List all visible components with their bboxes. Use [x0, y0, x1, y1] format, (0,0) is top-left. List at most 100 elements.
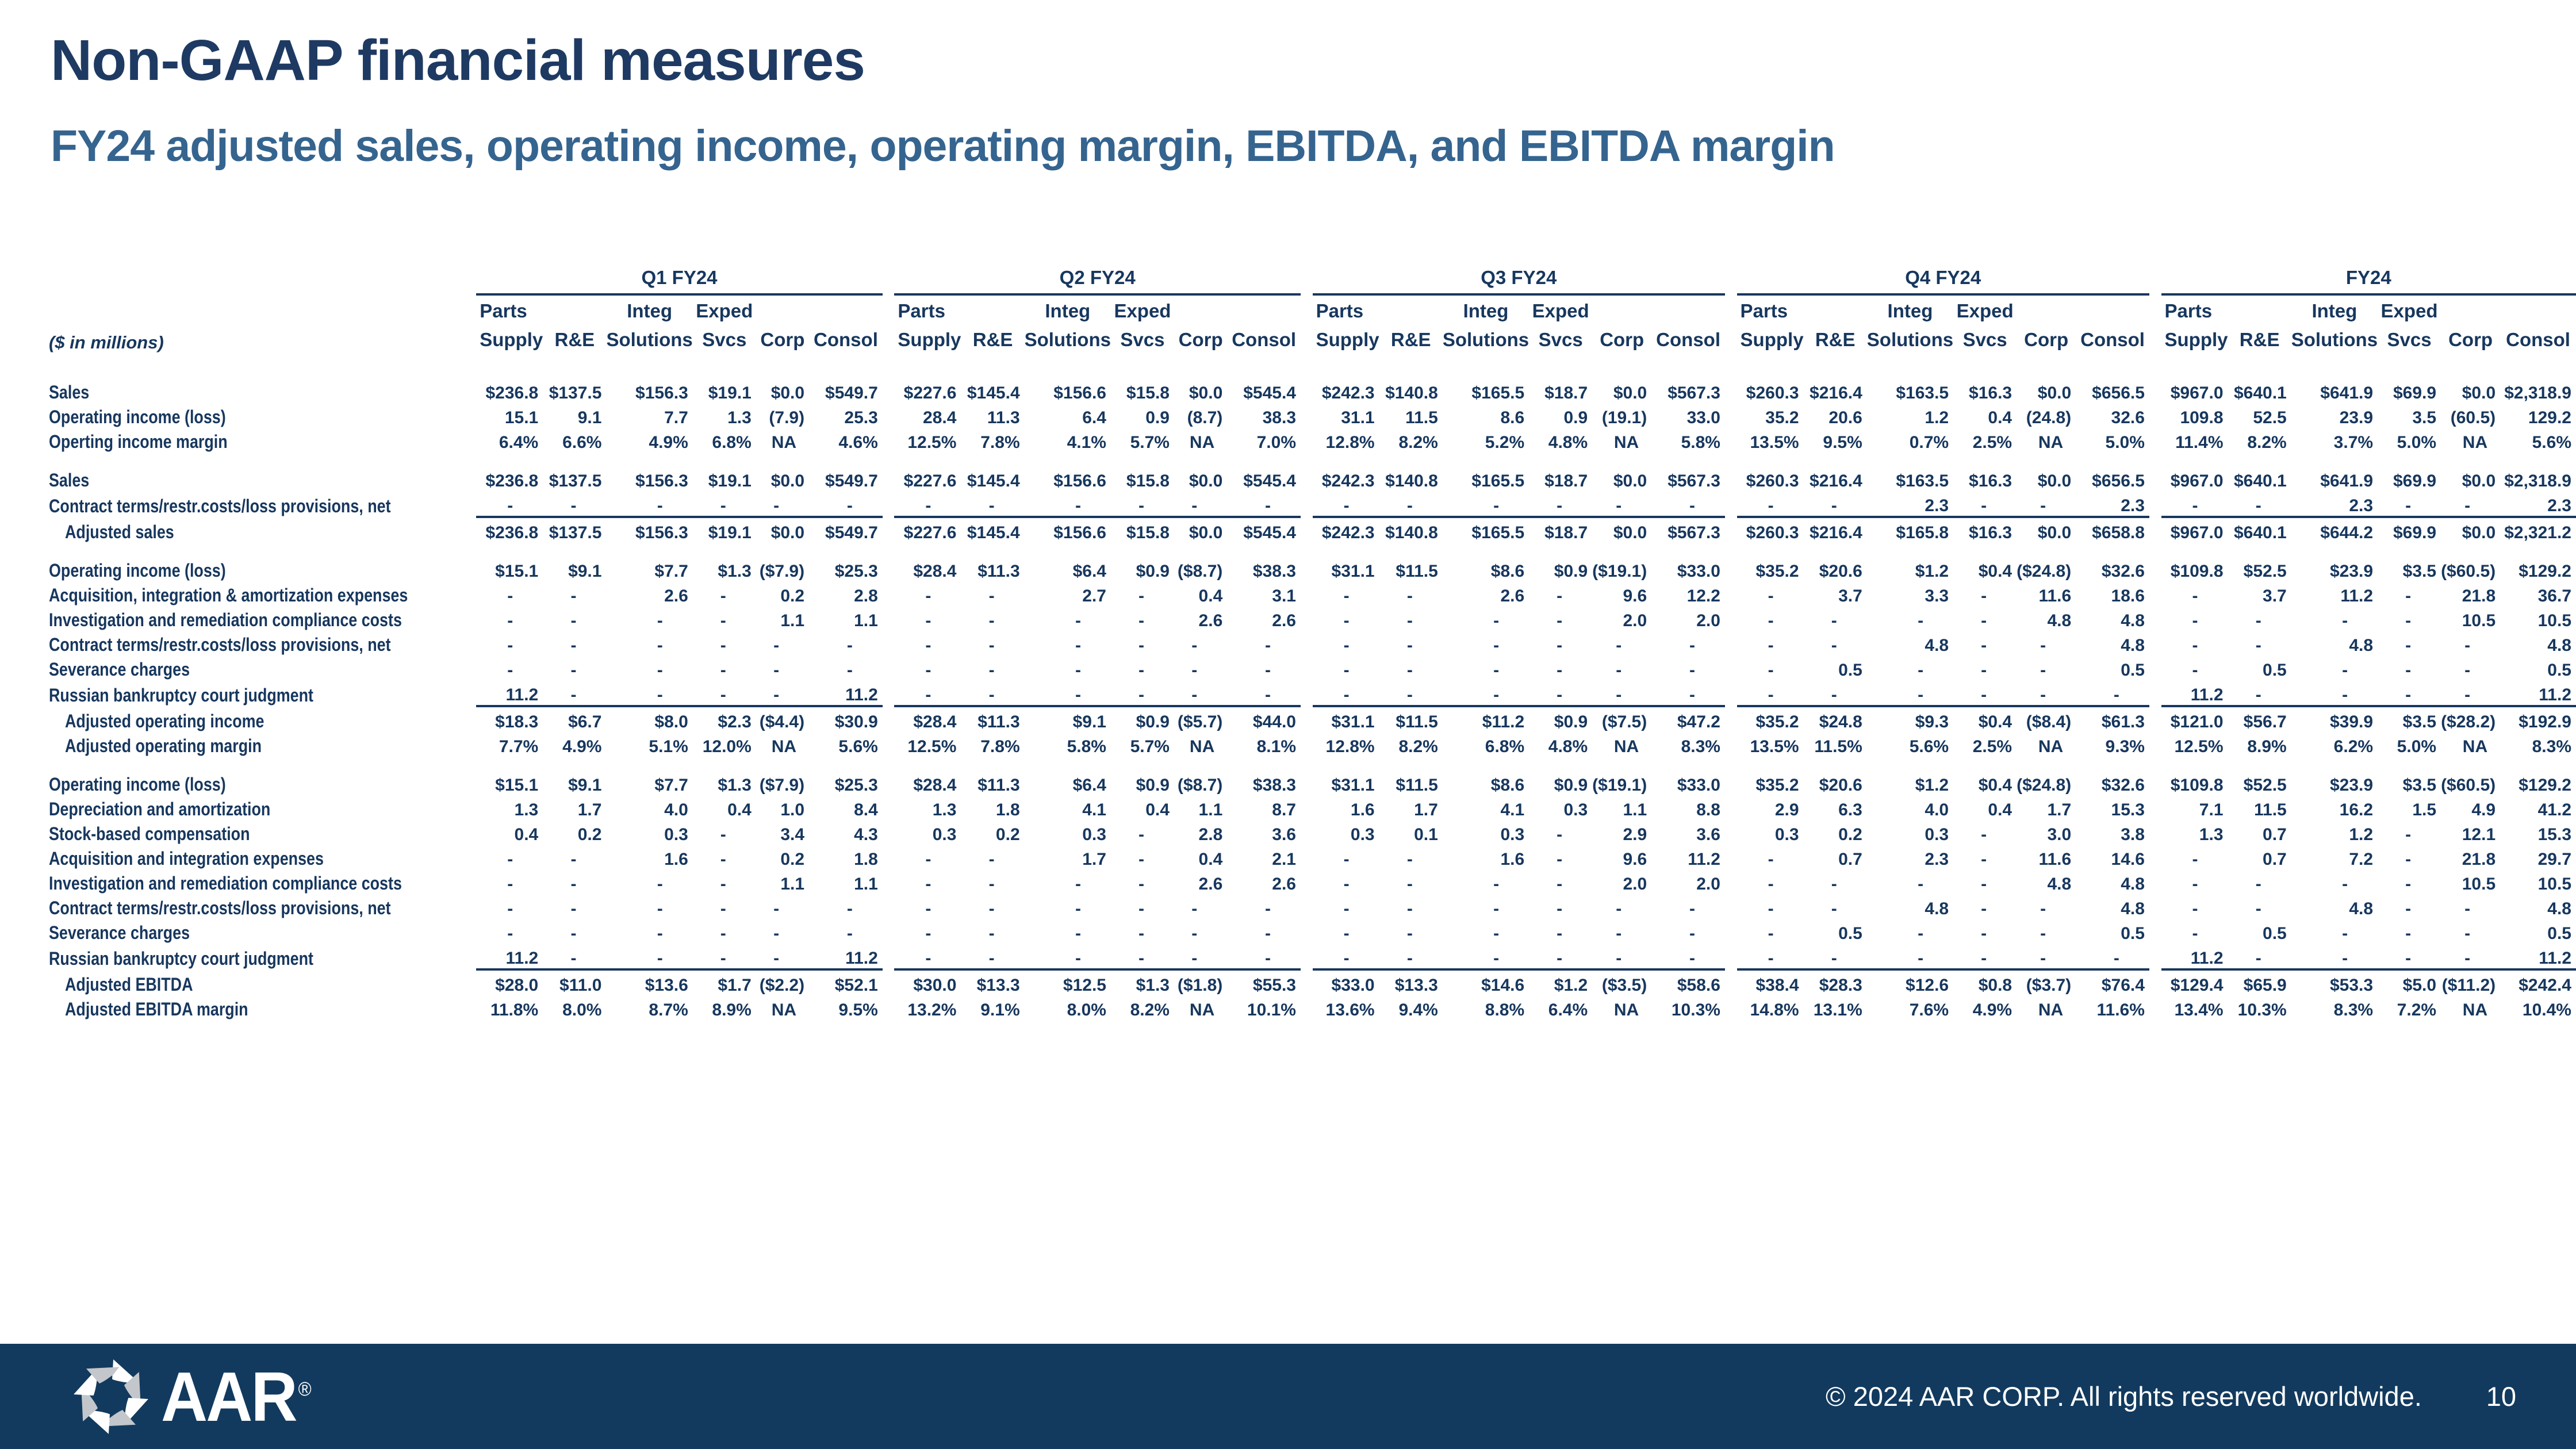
group-gap: [2149, 944, 2161, 969]
value-cell: $109.8: [2170, 562, 2224, 581]
group-gap: [2149, 517, 2161, 543]
value-cell: -: [1138, 496, 1144, 515]
value-cell: ($7.9): [759, 776, 805, 795]
value-cell: 4.9%: [562, 737, 602, 756]
value-cell: -: [1768, 899, 1774, 918]
value-cell: $38.3: [1252, 562, 1296, 581]
value-cell: 5.8%: [1067, 737, 1106, 756]
value-cell: $12.6: [1866, 968, 1954, 995]
value-cell: $644.2: [2291, 516, 2378, 543]
value-cell: $13.3: [1379, 968, 1443, 995]
table-row: Adjusted sales $236.8 $137.5 $156.3 $19.1 $0.…: [49, 516, 2576, 543]
spacer-row: [49, 453, 2576, 466]
value-cell: $19.1: [708, 471, 752, 490]
value-cell: $31.1: [1312, 705, 1379, 732]
group-gap: [2149, 894, 2161, 919]
column-header: Supply: [1740, 329, 1804, 350]
table-row: Adjusted EBITDA $28.0 $11.0 $13.6 $1.7 ($2.2)…: [49, 968, 2576, 995]
value-cell: 6.4%: [1548, 1000, 1588, 1019]
value-cell: 8.2%: [1130, 1000, 1170, 1019]
value-cell: ($3.7): [2017, 968, 2076, 995]
column-header: Exped: [1956, 300, 2014, 321]
value-cell: -: [2192, 661, 2198, 680]
value-cell: 12.5%: [2174, 737, 2224, 756]
value-cell: $656.5: [2092, 471, 2145, 490]
group-gap: [1725, 517, 1737, 543]
value-cell: $0.0: [1189, 384, 1223, 402]
row-label-cell: Adjusted operating margin: [49, 732, 476, 757]
value-cell: 3.3: [1925, 586, 1949, 605]
value-cell: 10.5: [2537, 875, 2571, 894]
value-cell: 1.7: [2047, 800, 2072, 819]
slide-subtitle: FY24 adjusted sales, operating income, o…: [51, 121, 1835, 171]
value-cell: -: [1981, 825, 1987, 844]
group-gap: [1301, 606, 1313, 631]
value-cell: -: [988, 661, 995, 680]
value-cell: -: [1406, 636, 1413, 655]
value-cell: -: [1493, 924, 1500, 943]
group-gap: [883, 517, 895, 543]
group-gap: [1301, 706, 1313, 732]
value-cell: -: [1689, 496, 1695, 515]
value-cell: 23.9: [2339, 408, 2374, 427]
value-cell: 1.2: [1925, 408, 1949, 427]
group-gap: [883, 581, 895, 606]
value-cell: -: [1075, 924, 1081, 943]
group-gap: [883, 491, 895, 517]
value-cell: 1.0: [780, 800, 805, 819]
value-cell: -: [2255, 496, 2261, 515]
value-cell: ($5.7): [1174, 705, 1228, 732]
value-cell: $8.0: [606, 705, 693, 732]
column-header: R&E: [972, 329, 1013, 350]
value-cell: 8.9%: [2247, 737, 2287, 756]
group-gap: [883, 631, 895, 656]
value-cell: 13.2%: [907, 1000, 957, 1019]
value-cell: -: [1493, 636, 1500, 655]
row-label: Acquisition and integration expenses: [49, 848, 324, 869]
value-cell: 7.8%: [980, 433, 1020, 452]
value-cell: $0.0: [2441, 516, 2501, 543]
group-gap: [1725, 944, 1737, 969]
table-row: Contract terms/restr.costs/loss provisio…: [49, 631, 2576, 656]
value-cell: 2.5%: [1972, 433, 2012, 452]
value-cell: -: [1831, 636, 1837, 655]
spacer-cell: [49, 543, 2576, 557]
value-cell: $30.9: [809, 705, 883, 732]
group-gap: [1301, 581, 1313, 606]
value-cell: 2.0: [1623, 875, 1647, 894]
value-cell: -: [570, 636, 577, 655]
value-cell: -: [2405, 850, 2412, 869]
value-cell: -: [1191, 899, 1198, 918]
units-note: [49, 294, 476, 324]
column-header: [756, 294, 809, 324]
column-header: Supply: [2164, 329, 2228, 350]
value-cell: 7.7%: [499, 737, 539, 756]
value-cell: $7.7: [654, 776, 688, 795]
value-cell: NA: [771, 737, 797, 756]
value-cell: $1.2: [1529, 968, 1593, 995]
value-cell: -: [988, 875, 995, 894]
value-cell: $137.5: [549, 384, 602, 402]
value-cell: -: [720, 850, 726, 869]
group-gap: [2149, 995, 2161, 1020]
value-cell: ($60.5): [2441, 562, 2496, 581]
value-cell: -: [1689, 949, 1695, 968]
value-cell: -: [2255, 611, 2261, 630]
group-gap: [1301, 259, 1313, 294]
table-row: Depreciation and amortization 1.3 1.7 4.0 0.…: [49, 795, 2576, 820]
value-cell: -: [1768, 949, 1774, 968]
value-cell: $2,321.2: [2500, 516, 2576, 543]
value-cell: -: [1493, 685, 1500, 704]
value-cell: -: [507, 611, 513, 630]
value-cell: ($4.4): [756, 705, 810, 732]
value-cell: -: [2255, 899, 2261, 918]
value-cell: 1.1: [854, 875, 878, 894]
group-gap: [1725, 557, 1737, 581]
value-cell: $9.1: [568, 776, 602, 795]
value-cell: NA: [1613, 1000, 1639, 1019]
row-label-cell: Contract terms/restr.costs/loss provisio…: [49, 491, 476, 517]
value-cell: 11.6: [2038, 850, 2072, 869]
group-gap: [2149, 656, 2161, 680]
value-cell: 3.7: [2263, 586, 2287, 605]
header-gap-row: [49, 353, 2576, 378]
